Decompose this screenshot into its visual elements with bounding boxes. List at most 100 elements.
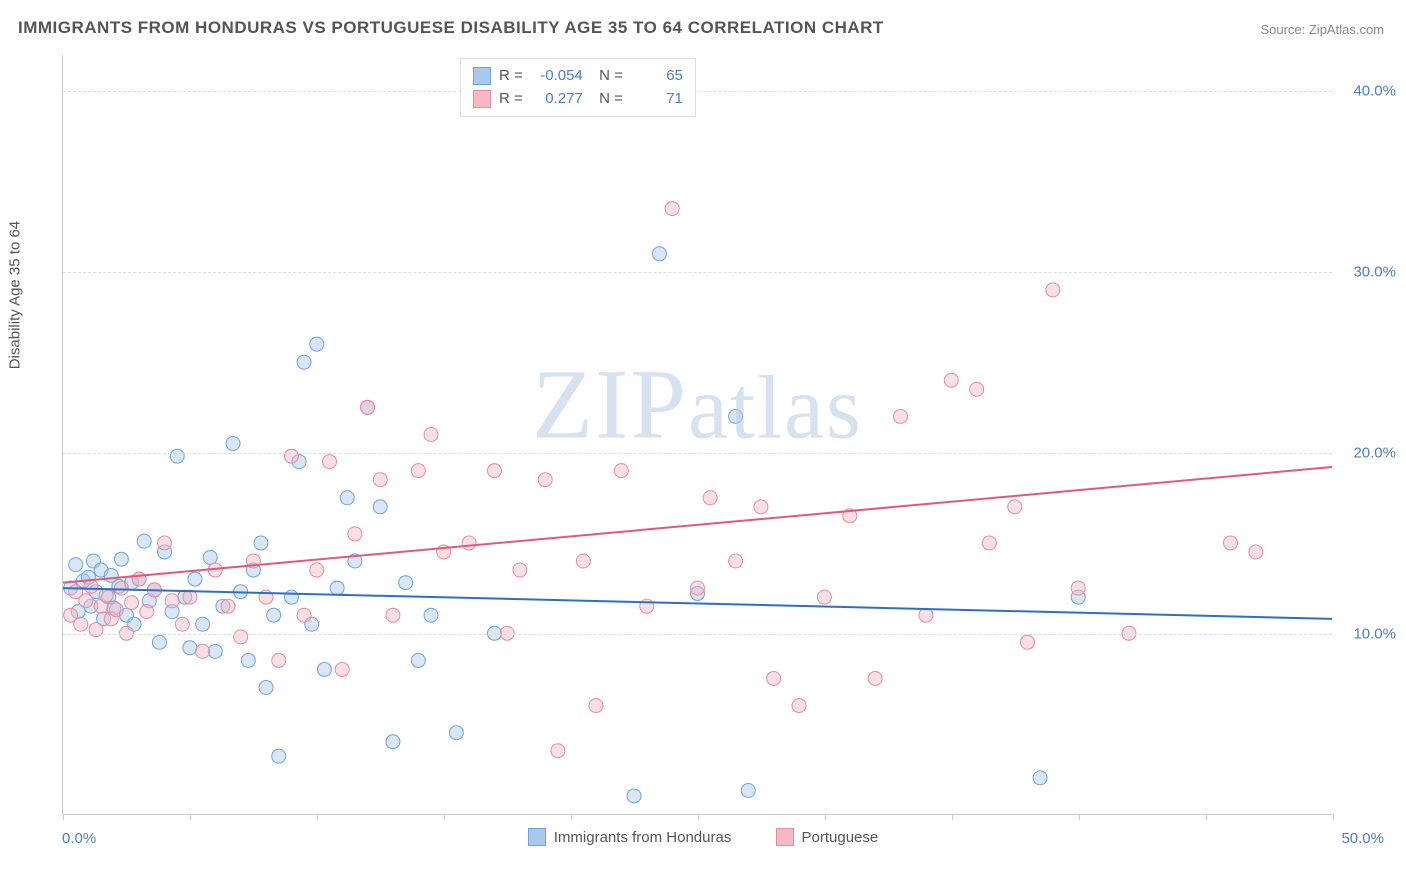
x-tick [444, 814, 445, 820]
data-point [297, 608, 311, 622]
data-point [665, 202, 679, 216]
data-point [729, 409, 743, 423]
n-value-1: 71 [631, 88, 683, 111]
legend-stats: R = -0.054 N = 65 R = 0.277 N = 71 [460, 58, 696, 117]
r-value-1: 0.277 [531, 88, 583, 111]
data-point [125, 596, 139, 610]
swatch-bottom-0 [528, 828, 546, 846]
data-point [234, 630, 248, 644]
data-point [226, 437, 240, 451]
data-point [919, 608, 933, 622]
data-point [335, 662, 349, 676]
data-point [538, 473, 552, 487]
data-point [322, 455, 336, 469]
data-point [792, 699, 806, 713]
data-point [79, 594, 93, 608]
x-tick [1333, 814, 1334, 820]
y-tick-label: 10.0% [1353, 626, 1396, 643]
data-point [140, 605, 154, 619]
n-label: N = [591, 88, 623, 111]
data-point [1071, 581, 1085, 595]
data-point [944, 373, 958, 387]
data-point [411, 653, 425, 667]
legend-item-0: Immigrants from Honduras [528, 828, 732, 846]
data-point [284, 590, 298, 604]
data-point [137, 534, 151, 548]
x-tick [952, 814, 953, 820]
legend-label-1: Portuguese [802, 829, 879, 846]
data-point [272, 749, 286, 763]
x-tick [825, 814, 826, 820]
data-point [868, 671, 882, 685]
data-point [741, 784, 755, 798]
x-tick [63, 814, 64, 820]
data-point [373, 500, 387, 514]
y-tick-label: 20.0% [1353, 445, 1396, 462]
r-label: R = [499, 65, 523, 88]
data-point [203, 550, 217, 564]
data-point [297, 355, 311, 369]
data-point [754, 500, 768, 514]
data-point [1033, 771, 1047, 785]
data-point [221, 599, 235, 613]
swatch-series-0 [473, 67, 491, 85]
data-point [310, 563, 324, 577]
data-point [152, 635, 166, 649]
data-point [310, 337, 324, 351]
data-point [114, 581, 128, 595]
data-point [424, 608, 438, 622]
legend-row-series-1: R = 0.277 N = 71 [473, 88, 683, 111]
data-point [652, 247, 666, 261]
data-point [982, 536, 996, 550]
data-point [487, 464, 501, 478]
x-tick [698, 814, 699, 820]
data-point [1046, 283, 1060, 297]
n-label: N = [591, 65, 623, 88]
source-attribution: Source: ZipAtlas.com [1260, 22, 1384, 37]
data-point [208, 644, 222, 658]
data-point [767, 671, 781, 685]
data-point [449, 726, 463, 740]
data-point [729, 554, 743, 568]
data-point [188, 572, 202, 586]
legend-row-series-0: R = -0.054 N = 65 [473, 65, 683, 88]
x-tick [1206, 814, 1207, 820]
trend-line [63, 467, 1332, 583]
y-tick-label: 40.0% [1353, 83, 1396, 100]
legend-label-0: Immigrants from Honduras [554, 829, 732, 846]
data-point [348, 527, 362, 541]
data-point [576, 554, 590, 568]
data-point [513, 563, 527, 577]
data-point [132, 572, 146, 586]
data-point [99, 588, 113, 602]
data-point [284, 449, 298, 463]
data-point [424, 428, 438, 442]
gridline [63, 272, 1332, 273]
data-point [196, 644, 210, 658]
x-tick [571, 814, 572, 820]
data-point [158, 536, 172, 550]
data-point [340, 491, 354, 505]
data-point [386, 735, 400, 749]
data-point [196, 617, 210, 631]
data-point [241, 653, 255, 667]
data-point [254, 536, 268, 550]
data-point [317, 662, 331, 676]
data-point [114, 552, 128, 566]
data-point [74, 617, 88, 631]
data-point [183, 641, 197, 655]
data-point [386, 608, 400, 622]
data-point [1020, 635, 1034, 649]
data-point [1008, 500, 1022, 514]
data-point [1223, 536, 1237, 550]
swatch-series-1 [473, 90, 491, 108]
gridline [63, 453, 1332, 454]
data-point [330, 581, 344, 595]
data-point [272, 653, 286, 667]
data-point [970, 382, 984, 396]
data-point [259, 681, 273, 695]
data-point [399, 576, 413, 590]
data-point [175, 617, 189, 631]
plot-area: ZIPatlas 10.0%20.0%30.0%40.0% [62, 55, 1332, 815]
data-point [817, 590, 831, 604]
